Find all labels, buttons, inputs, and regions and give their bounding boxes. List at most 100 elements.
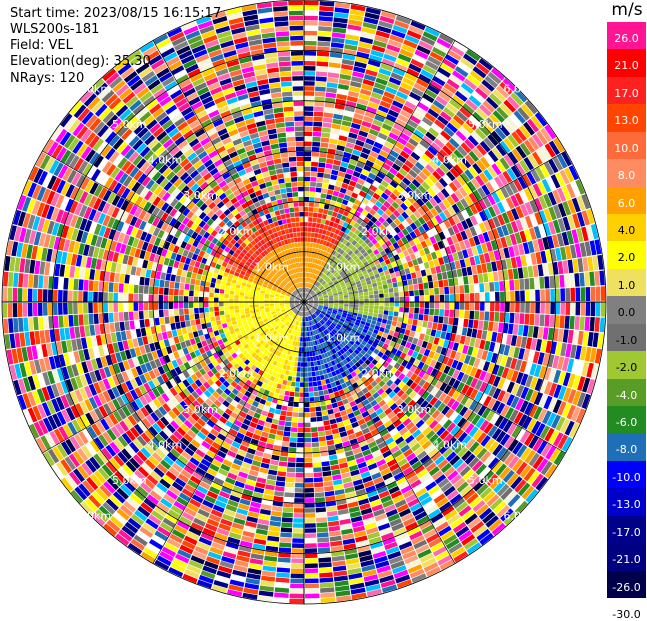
velocity-gate [18,318,24,332]
velocity-gate [305,579,319,584]
velocity-gate [33,303,38,316]
velocity-gate [170,316,175,323]
velocity-gate [409,313,414,319]
velocity-gate [305,448,312,453]
velocity-gate [18,303,23,317]
velocity-gate [44,262,50,275]
velocity-gate [409,308,414,314]
velocity-gate [323,476,332,482]
velocity-gate [322,466,331,471]
velocity-gate [244,302,249,305]
velocity-gate [317,381,322,386]
velocity-gate [63,303,68,315]
velocity-gate [600,318,606,333]
velocity-gate [515,302,520,313]
velocity-gate [573,330,579,344]
velocity-gate [164,295,169,302]
velocity-gate [3,319,9,334]
velocity-gate [316,507,326,512]
velocity-gate [305,453,313,458]
velocity-gate [283,507,294,512]
velocity-gate [296,352,299,357]
velocity-gate [283,431,290,436]
velocity-gate [429,309,434,316]
velocity-gate [291,422,297,427]
velocity-gate [225,286,230,291]
velocity-gate [447,325,453,333]
velocity-gate [295,382,299,387]
velocity-gate [550,302,555,314]
velocity-gate [3,303,8,318]
velocity-gate [214,307,219,312]
velocity-gate [311,367,315,372]
velocity-gate [115,322,121,332]
velocity-gate [589,317,595,331]
velocity-gate [104,313,109,323]
velocity-gate [359,308,364,311]
velocity-gate [305,584,319,589]
velocity-gate [432,323,438,330]
velocity-gate [167,331,173,339]
velocity-gate [144,303,149,311]
velocity-gate [139,303,144,311]
velocity-gate [299,403,304,408]
velocity-gate [191,325,197,331]
velocity-gate [312,377,316,382]
velocity-gate [399,312,404,317]
velocity-gate [305,528,316,533]
velocity-gate [269,407,276,413]
velocity-gate [584,317,590,331]
velocity-gate [23,318,29,332]
velocity-gate [170,323,176,330]
velocity-gate [154,310,159,318]
velocity-gate [175,316,180,323]
velocity-gate [428,315,433,322]
velocity-gate [509,313,514,324]
velocity-gate [214,302,219,306]
velocity-gate [28,317,34,331]
velocity-gate [154,295,159,302]
velocity-gate [327,511,338,517]
velocity-gate [309,392,314,397]
velocity-gate [104,282,109,292]
velocity-gate [297,438,304,443]
velocity-gate [321,597,336,603]
velocity-gate [326,435,333,441]
velocity-gate [174,289,179,296]
velocity-gate [13,303,18,317]
velocity-gate [194,302,199,307]
velocity-gate [465,302,470,310]
velocity-gate [294,362,298,367]
velocity-gate [328,521,339,527]
velocity-gate [457,326,463,334]
velocity-gate [409,331,415,338]
velocity-gate [543,327,549,339]
velocity-gate [217,324,222,329]
velocity-gate [304,357,307,362]
velocity-gate [224,306,229,310]
velocity-gate [220,315,225,320]
velocity-gate [295,483,304,488]
velocity-gate [493,322,499,332]
velocity-gate [374,302,379,306]
velocity-gate [29,331,35,345]
velocity-gate [187,327,193,334]
velocity-gate [323,420,330,425]
velocity-gate [89,280,94,291]
velocity-gate [322,410,328,415]
velocity-gate [579,317,585,331]
velocity-gate [524,314,529,325]
velocity-gate [271,455,279,461]
velocity-gate [267,536,279,542]
velocity-gate [196,324,202,330]
velocity-gate [331,469,340,475]
velocity-gate [318,547,330,552]
velocity-gate [384,310,389,315]
velocity-gate [53,303,58,315]
velocity-gate [234,306,239,310]
velocity-gate [129,312,134,321]
velocity-gate [305,568,318,573]
velocity-gate [310,407,316,412]
velocity-gate [574,316,580,330]
velocity-gate [297,448,304,453]
